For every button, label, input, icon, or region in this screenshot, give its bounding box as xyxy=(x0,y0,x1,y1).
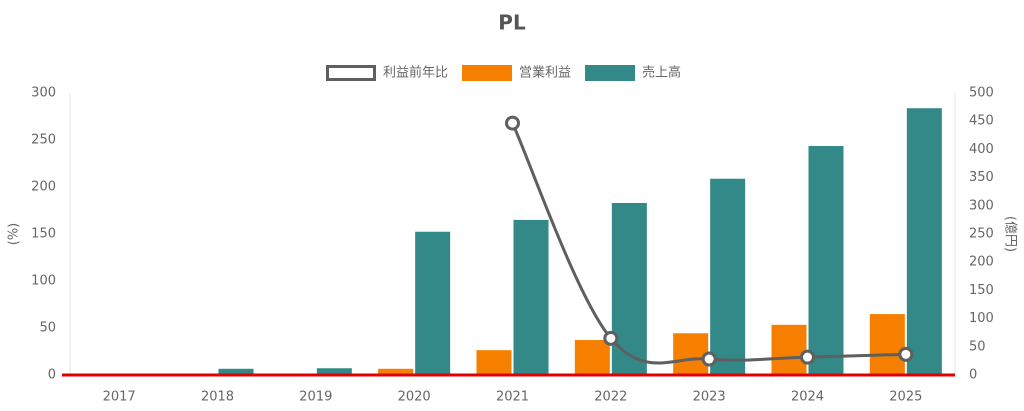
line-point xyxy=(898,346,914,362)
bar xyxy=(771,324,807,375)
x-tick-label: 2022 xyxy=(594,390,627,405)
bar xyxy=(869,314,905,375)
y2-tick-label: 350 xyxy=(969,170,994,185)
y2-tick-label: 450 xyxy=(969,114,994,129)
x-tick-label: 2019 xyxy=(299,390,332,405)
bar xyxy=(611,202,647,375)
x-tick-label: 2018 xyxy=(201,390,234,405)
x-tick-label: 2024 xyxy=(791,390,824,405)
legend-label: 営業利益 xyxy=(519,65,571,81)
y-tick-label: 0 xyxy=(48,368,56,383)
bar xyxy=(378,368,414,375)
chart-title: PL xyxy=(498,11,526,35)
line-point xyxy=(603,330,619,346)
bar xyxy=(415,231,451,375)
legend-swatch xyxy=(462,65,513,81)
bar xyxy=(513,219,549,375)
line-point xyxy=(701,351,717,367)
y2-tick-label: 150 xyxy=(969,283,994,298)
line-point xyxy=(800,349,815,365)
legend-swatch xyxy=(585,65,636,81)
y2-axis-label: (億円) xyxy=(1003,216,1019,252)
bar xyxy=(710,178,746,375)
x-tick-label: 2025 xyxy=(889,390,922,405)
y-tick-label: 200 xyxy=(31,180,56,195)
y2-tick-label: 50 xyxy=(969,339,986,354)
bar xyxy=(218,368,254,375)
bar xyxy=(574,340,610,375)
x-tick-label: 2023 xyxy=(693,390,726,405)
y-tick-label: 300 xyxy=(31,86,56,101)
y2-tick-label: 250 xyxy=(969,227,994,242)
y-tick-label: 100 xyxy=(31,274,56,289)
bar xyxy=(316,368,352,375)
legend-swatch xyxy=(326,65,376,81)
y-tick-label: 50 xyxy=(39,321,56,336)
x-tick-label: 2017 xyxy=(103,390,136,405)
y2-tick-label: 200 xyxy=(969,255,994,270)
x-tick-label: 2020 xyxy=(398,390,431,405)
y2-tick-label: 0 xyxy=(969,368,977,383)
y-axis-label: (%) xyxy=(7,223,22,246)
bar xyxy=(673,333,709,375)
y-tick-label: 150 xyxy=(31,227,56,242)
x-tick-label: 2021 xyxy=(496,390,529,405)
bar xyxy=(476,350,512,375)
y-tick-label: 250 xyxy=(31,133,56,148)
y2-tick-label: 100 xyxy=(969,311,994,326)
y2-tick-label: 500 xyxy=(969,86,994,101)
line xyxy=(511,122,906,365)
y2-tick-label: 300 xyxy=(969,198,994,213)
legend-label: 売上高 xyxy=(642,65,681,81)
line-point xyxy=(505,115,520,131)
y2-tick-label: 400 xyxy=(969,142,994,157)
bar xyxy=(808,146,844,375)
legend-label: 利益前年比 xyxy=(383,65,448,81)
bar xyxy=(906,108,942,375)
